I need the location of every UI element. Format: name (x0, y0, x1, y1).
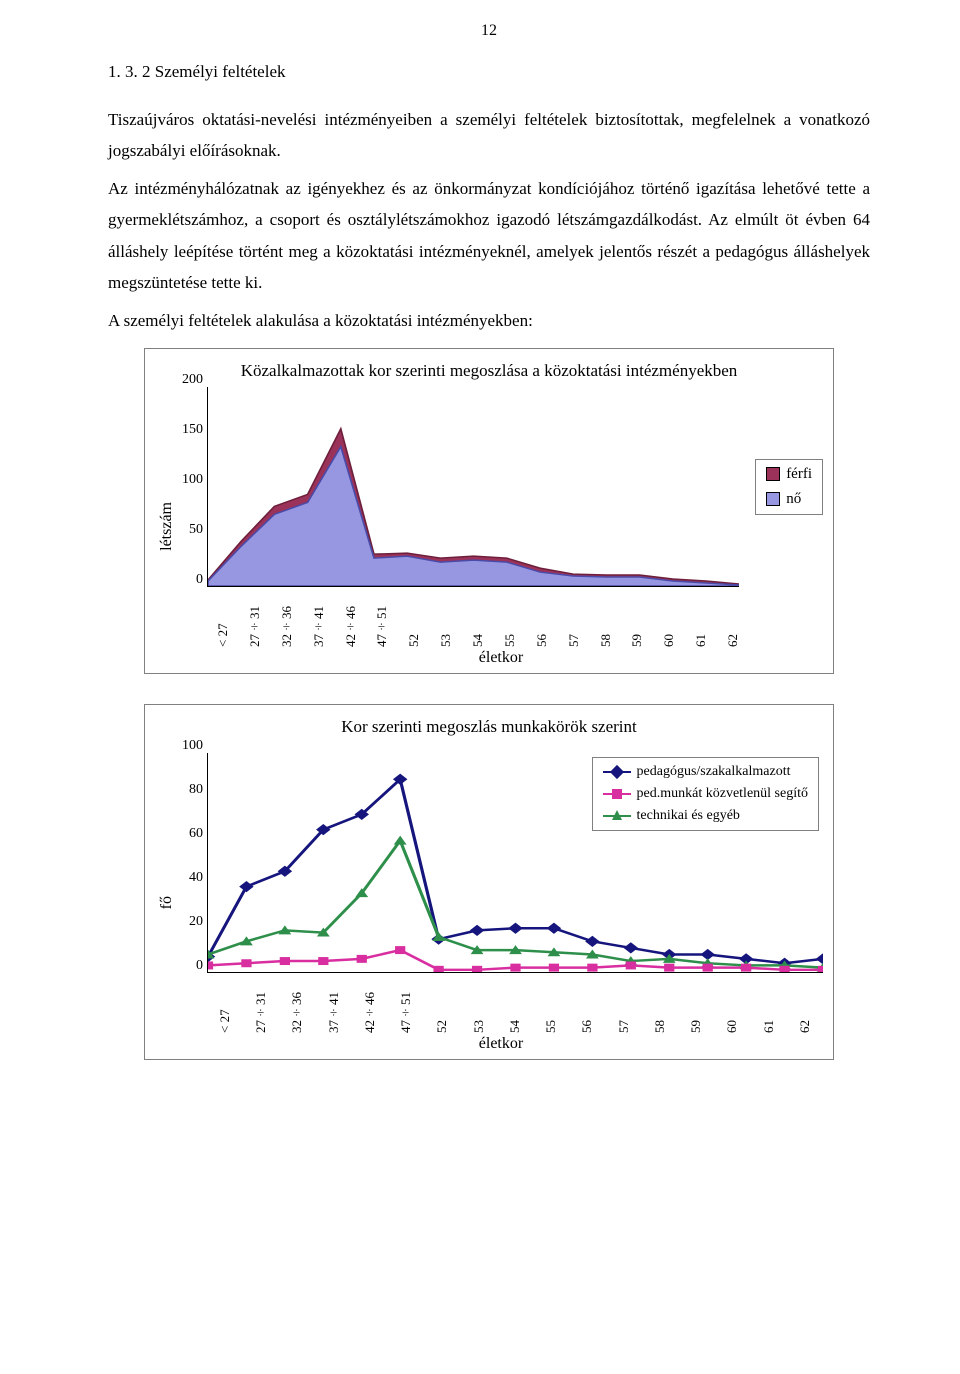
chart2-plot-area: pedagógus/szakalkalmazottped.munkát közv… (207, 753, 823, 973)
chart2-x-label: életkor (179, 1035, 823, 1053)
chart1-x-label: életkor (179, 649, 823, 667)
chart2-y-ticks: 100806040200 (179, 753, 207, 973)
paragraph-1: Tiszaújváros oktatási-nevelési intézmény… (108, 104, 870, 167)
chart1-y-label: létszám (155, 387, 179, 667)
chart2-x-ticks: < 2727÷3132÷3637÷4142÷4647÷5152535455565… (207, 977, 823, 1033)
chart2-title: Kor szerinti megoszlás munkakörök szerin… (155, 715, 823, 739)
section-heading: 1. 3. 2 Személyi feltételek (108, 62, 870, 82)
chart-age-distribution: Közalkalmazottak kor szerinti megoszlása… (144, 348, 834, 674)
chart-job-distribution: Kor szerinti megoszlás munkakörök szerin… (144, 704, 834, 1060)
chart1-y-ticks: 200150100500 (179, 387, 207, 587)
chart1-legend: férfinő (745, 387, 823, 587)
page-number: 12 (108, 22, 870, 40)
chart1-plot-area (207, 387, 739, 587)
chart2-y-label: fő (155, 753, 179, 1053)
chart1-title: Közalkalmazottak kor szerinti megoszlása… (155, 359, 823, 383)
chart1-x-ticks: < 2727÷3132÷3637÷4142÷4647÷5152535455565… (207, 591, 749, 647)
paragraph-2: Az intézményhálózatnak az igényekhez és … (108, 173, 870, 299)
chart2-legend: pedagógus/szakalkalmazottped.munkát közv… (592, 757, 819, 831)
paragraph-3: A személyi feltételek alakulása a közokt… (108, 305, 870, 336)
